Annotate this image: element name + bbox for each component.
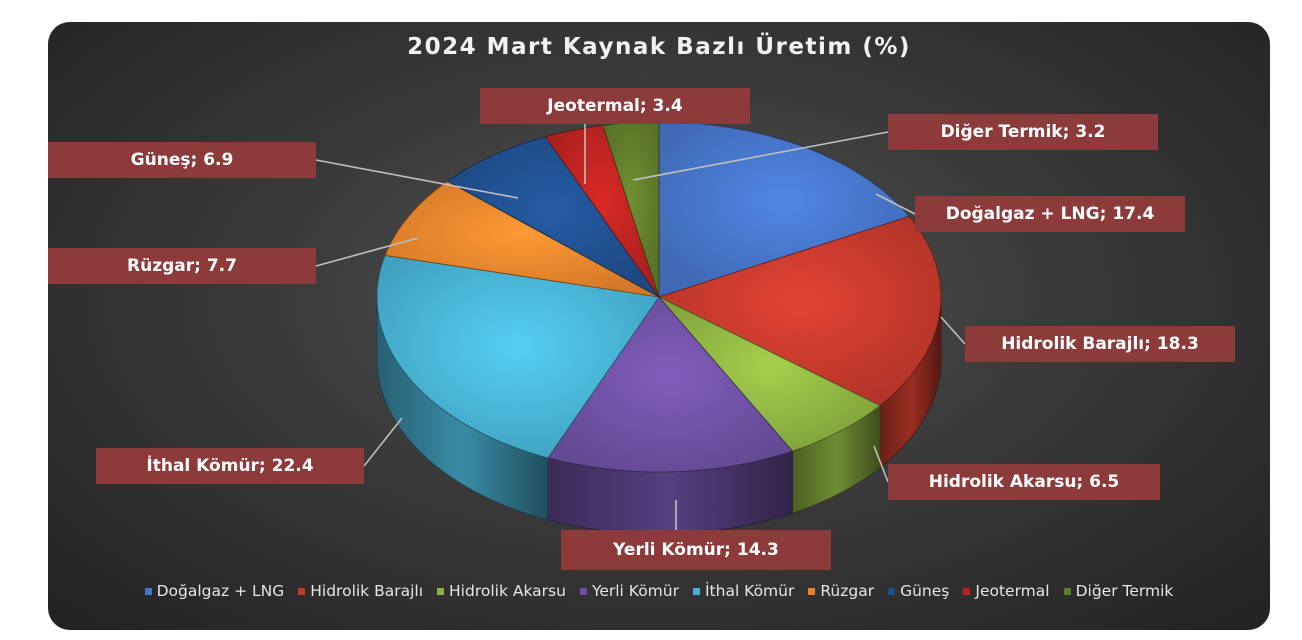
data-label-di-er-termik: Diğer Termik; 3.2	[888, 114, 1158, 150]
legend-swatch	[692, 587, 700, 595]
data-label-jeotermal: Jeotermal; 3.4	[480, 88, 750, 124]
legend-item: Doğalgaz + LNG	[144, 582, 285, 600]
legend-label: Güneş	[900, 582, 950, 600]
legend-item: Jeotermal	[963, 582, 1050, 600]
data-label-i-thal-k-m-r: İthal Kömür; 22.4	[96, 448, 364, 484]
pie-slice-g-ne-	[446, 136, 660, 298]
pie-slice-r-zgar	[384, 180, 660, 298]
data-label-hidrolik-barajl-: Hidrolik Barajlı; 18.3	[965, 326, 1235, 362]
legend-swatch	[1063, 587, 1071, 595]
leader-line	[632, 131, 889, 181]
pie-top-faces	[376, 121, 942, 473]
pie-slice-i-thal-k-m-r	[376, 254, 660, 459]
legend-label: Doğalgaz + LNG	[156, 582, 285, 600]
data-label-do-algaz-lng: Doğalgaz + LNG; 17.4	[915, 196, 1185, 232]
legend-label: Yerli Kömür	[591, 582, 679, 600]
legend-swatch	[144, 587, 152, 595]
data-label-yerli-k-m-r: Yerli Kömür; 14.3	[561, 530, 831, 570]
pie-chart	[315, 121, 966, 535]
pie-side-walls	[376, 296, 942, 535]
pie-slice-hidrolik-barajl-	[657, 215, 942, 407]
leader-line	[875, 193, 916, 215]
chart-title: 2024 Mart Kaynak Bazlı Üretim (%)	[407, 34, 911, 60]
legend-swatch	[437, 587, 445, 595]
pie-slice-hidrolik-akarsu	[658, 296, 881, 452]
leader-line	[940, 316, 966, 345]
legend-swatch	[808, 587, 816, 595]
legend-item: İthal Kömür	[692, 582, 795, 600]
chart-card: 2024 Mart Kaynak Bazlı Üretim (%) Doğalg…	[48, 22, 1270, 630]
data-label-r-zgar: Rüzgar; 7.7	[48, 248, 316, 284]
legend-label: Hidrolik Barajlı	[310, 582, 424, 600]
leader-line	[363, 417, 403, 467]
legend-swatch	[888, 587, 896, 595]
pie-slice-yerli-k-m-r	[547, 296, 794, 473]
pie-slice-jeotermal	[544, 125, 660, 298]
leader-line	[873, 445, 889, 483]
legend-item: Hidrolik Barajlı	[298, 582, 423, 600]
legend-item: Diğer Termik	[1063, 582, 1174, 600]
leader-line	[315, 159, 519, 199]
legend-item: Rüzgar	[808, 582, 874, 600]
data-label-hidrolik-akarsu: Hidrolik Akarsu; 6.5	[888, 464, 1160, 500]
legend-label: Diğer Termik	[1075, 582, 1174, 600]
legend-item: Güneş	[888, 582, 949, 600]
legend-label: İthal Kömür	[704, 582, 795, 600]
legend-item: Yerli Kömür	[579, 582, 679, 600]
legend-label: Rüzgar	[820, 582, 875, 600]
legend-label: Hidrolik Akarsu	[449, 582, 566, 600]
legend-swatch	[298, 587, 306, 595]
legend-swatch	[963, 587, 971, 595]
leader-line	[315, 237, 419, 267]
leader-lines	[315, 124, 966, 530]
legend-swatch	[579, 587, 587, 595]
data-label-g-ne-: Güneş; 6.9	[48, 142, 316, 178]
legend-label: Jeotermal	[975, 582, 1050, 600]
legend-item: Hidrolik Akarsu	[437, 582, 566, 600]
legend: Doğalgaz + LNG Hidrolik Barajlı Hidrolik A…	[48, 582, 1270, 600]
